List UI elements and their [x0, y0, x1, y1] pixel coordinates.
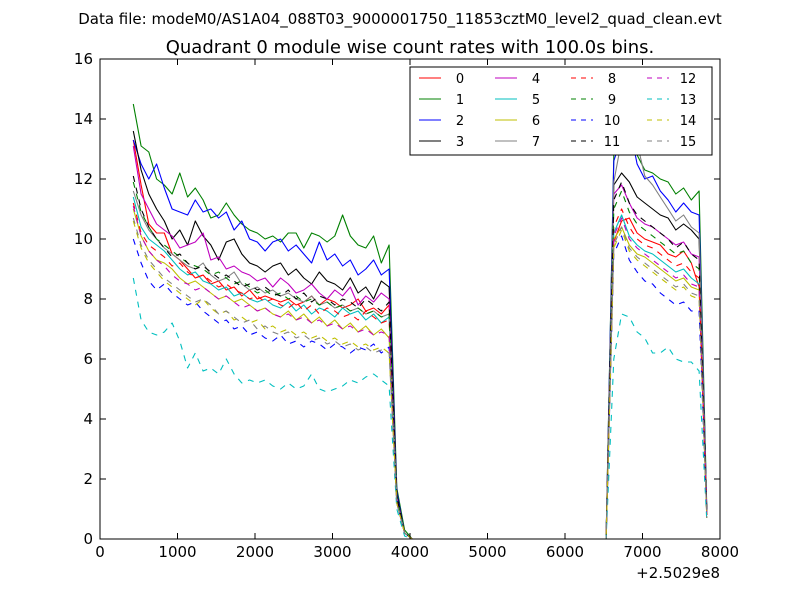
series-line-8 — [132, 202, 708, 539]
data-file-suptitle: Data file: modeM0/AS1A04_088T03_90000017… — [78, 10, 722, 29]
legend-label-2: 2 — [456, 114, 464, 129]
legend-label-12: 12 — [680, 72, 697, 87]
y-tick-label: 12 — [74, 170, 93, 188]
series-line-13 — [132, 277, 708, 539]
y-tick-label: 6 — [83, 350, 93, 368]
series-line-5 — [132, 196, 708, 539]
x-tick-label: 3000 — [313, 543, 351, 561]
legend-label-15: 15 — [680, 135, 697, 150]
series-line-9 — [132, 181, 708, 539]
series-line-11 — [132, 175, 708, 539]
x-tick-label: 5000 — [468, 543, 506, 561]
legend-label-7: 7 — [532, 135, 540, 150]
legend-label-5: 5 — [532, 93, 540, 108]
legend-label-8: 8 — [608, 72, 616, 87]
series-line-10 — [132, 235, 708, 539]
x-tick-label: 8000 — [701, 543, 739, 561]
x-tick-label: 2000 — [236, 543, 274, 561]
series-line-14 — [132, 220, 708, 539]
y-tick-label: 16 — [74, 50, 93, 68]
legend-label-11: 11 — [604, 135, 621, 150]
legend-label-3: 3 — [456, 135, 464, 150]
x-tick-label: 4000 — [391, 543, 429, 561]
legend-label-0: 0 — [456, 72, 464, 87]
x-tick-label: 6000 — [546, 543, 584, 561]
legend-label-6: 6 — [532, 114, 540, 129]
series-line-2 — [132, 124, 708, 539]
x-tick-label: 1000 — [158, 543, 196, 561]
x-tick-label: 7000 — [623, 543, 661, 561]
series-line-4 — [132, 145, 708, 539]
series-line-0 — [132, 139, 708, 539]
series-layer — [132, 103, 708, 539]
y-tick-label: 8 — [83, 290, 93, 308]
legend-label-4: 4 — [532, 72, 540, 87]
y-tick-label: 10 — [74, 230, 93, 248]
x-offset-label: +2.5029e8 — [636, 564, 720, 582]
y-tick-label: 0 — [83, 530, 93, 548]
legend-label-10: 10 — [604, 114, 621, 129]
series-line-3 — [132, 130, 708, 539]
series-line-7 — [132, 136, 708, 539]
axis-ticks: 0 1000 2000 3000 4000 5000 6000 7000 80000246810… — [74, 50, 739, 561]
series-line-12 — [132, 205, 708, 539]
series-line-15 — [132, 217, 708, 539]
y-tick-label: 14 — [74, 110, 93, 128]
x-tick-label: 0 — [95, 543, 105, 561]
legend-label-14: 14 — [680, 114, 697, 129]
y-tick-label: 4 — [83, 410, 93, 428]
legend-label-13: 13 — [680, 93, 697, 108]
legend-label-9: 9 — [608, 93, 616, 108]
chart-title: Quadrant 0 module wise count rates with … — [166, 37, 655, 58]
legend-label-1: 1 — [456, 93, 464, 108]
y-tick-label: 2 — [83, 470, 93, 488]
legend-box — [409, 66, 713, 156]
